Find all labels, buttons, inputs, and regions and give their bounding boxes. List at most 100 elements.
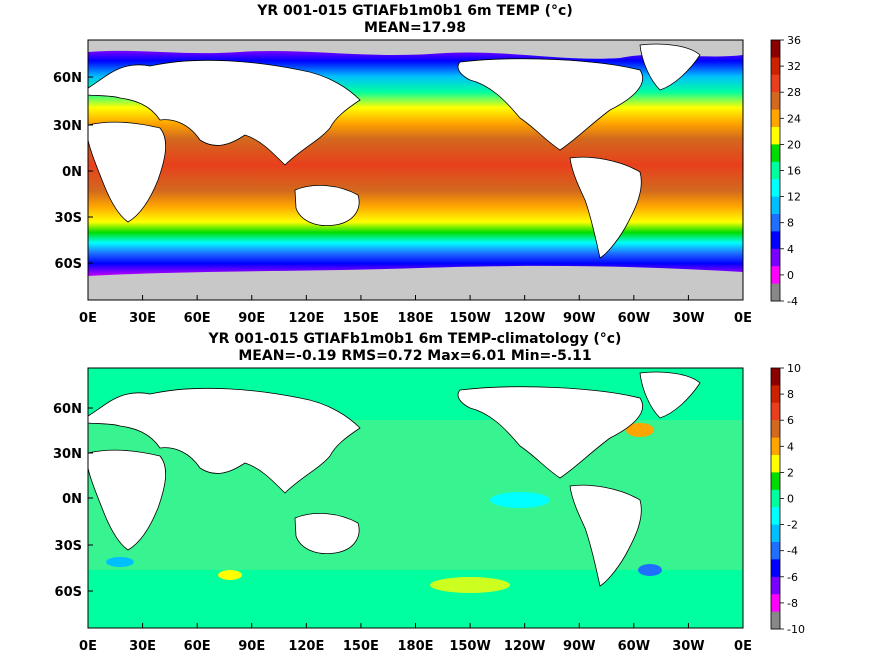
panel2-y-tick-label: 60S (55, 585, 82, 600)
panel1-colorbar-tick-label: -4 (787, 295, 798, 308)
panel1-colorbar-swatch (771, 231, 780, 250)
panel1-colorbar-tick-label: 8 (787, 217, 794, 230)
panel2-y-tick-label: 30S (55, 539, 82, 554)
panel2-anomaly-cold1 (638, 564, 662, 576)
panel2-x-tick-label: 120W (504, 639, 545, 654)
panel1-x-tick-label: 60W (618, 311, 650, 326)
panel2-colorbar-tick-label: -10 (787, 623, 805, 636)
panel2-anomaly-cold2 (106, 557, 134, 567)
panel2-y-tick-label: 0N (62, 492, 82, 507)
panel2-land-namerica (457, 386, 643, 479)
panel1-subtitle: MEAN=17.98 (363, 20, 467, 36)
panel1-colorbar-tick-label: 28 (787, 86, 801, 99)
panel2-colorbar-swatch (771, 420, 780, 439)
panel1-colorbar-swatch (771, 214, 780, 232)
panel1-colorbar-tick-label: 12 (787, 191, 801, 204)
panel2-x-tick-label: 150E (343, 639, 379, 654)
panel1-colorbar-swatch (771, 266, 780, 285)
panel1-colorbar-swatch (771, 92, 780, 111)
panel2-x-tick-label: 90E (238, 639, 265, 654)
panel2-x-tick-label: 30E (129, 639, 156, 654)
panel1-colorbar-swatch (771, 74, 780, 93)
panel2-colorbar-tick-label: 10 (787, 362, 801, 375)
panel1-x-tick-label: 180E (397, 311, 433, 326)
panel2-colorbar-swatch (771, 576, 780, 595)
panel1-land-namerica (457, 58, 643, 151)
panel1-x-tick-label: 30W (672, 311, 704, 326)
panel1-land-australia (294, 185, 360, 227)
panel1-x-tick-label: 120E (288, 311, 324, 326)
panel2-colorbar-swatch (771, 472, 780, 491)
panel1-colorbar-swatch (771, 109, 780, 128)
panel2-x-tick-label: 120E (288, 639, 324, 654)
panel1-colorbar-swatch (771, 161, 780, 180)
panel1-colorbar-swatch (771, 248, 780, 267)
panel1-colorbar-tick-label: 32 (787, 60, 801, 73)
panel1-colorbar-swatch (771, 144, 780, 163)
panel2-colorbar-tick-label: -6 (787, 571, 798, 584)
panel1-colorbar-tick-label: 36 (787, 34, 801, 47)
panel2-x-tick-label: 180E (397, 639, 433, 654)
panel1-land-africa (87, 121, 167, 223)
panel2-colorbar-tick-label: 8 (787, 388, 794, 401)
panel2-map (87, 367, 744, 629)
panel2-colorbar-tick-label: 0 (787, 493, 794, 506)
panel1-colorbar-tick-label: 16 (787, 165, 801, 178)
panel2-colorbar-swatch (771, 559, 780, 578)
panel2-anomaly-cold3 (490, 492, 550, 508)
panel2-colorbar-swatch (771, 542, 780, 560)
panel2-x-tick-label: 60E (184, 639, 211, 654)
panel2-colorbar-swatch (771, 524, 780, 543)
panel1-map (87, 39, 744, 301)
panel2-x-tick-label: 30W (672, 639, 704, 654)
panel2-land-eurasia (87, 387, 361, 494)
panel2-x-tick-label: 90W (563, 639, 595, 654)
panel2-x-tick-label: 0E (79, 639, 97, 654)
panel2-y-tick-label: 60N (53, 402, 82, 417)
panel2-land-greenland (639, 371, 701, 419)
panel1-x-tick-label: 30E (129, 311, 156, 326)
panel1-y-tick-label: 30N (53, 119, 82, 134)
panel1-colorbar-swatch (771, 179, 780, 198)
panel2-x-tick-label: 0E (734, 639, 752, 654)
panel2-colorbar-tick-label: -4 (787, 545, 798, 558)
panel2-colorbar-tick-label: -8 (787, 597, 798, 610)
panel2-colorbar-tick-label: 6 (787, 414, 794, 427)
panel1-x-tick-label: 150W (449, 311, 490, 326)
panel2-anomaly-warm2 (218, 570, 242, 580)
panel1-colorbar-swatch (771, 196, 780, 215)
panel2-anomaly-warm3 (626, 423, 654, 437)
panel2-land-samerica (569, 484, 642, 587)
panel1-title: YR 001-015 GTIAFb1m0b1 6m TEMP (°c) (257, 3, 573, 19)
panel1-land-samerica (569, 156, 642, 259)
panel1-x-tick-label: 120W (504, 311, 545, 326)
panel1-colorbar-swatch (771, 40, 780, 58)
panel1-land-greenland (639, 43, 701, 91)
panel2-colorbar-tick-label: -2 (787, 519, 798, 532)
panel2-colorbar-swatch (771, 507, 780, 526)
panel1-x-tick-label: 0E (79, 311, 97, 326)
panel2-colorbar-swatch (771, 611, 780, 630)
panel1-colorbar-tick-label: 0 (787, 269, 794, 282)
panel1-colorbar-tick-label: 24 (787, 112, 801, 125)
panel2-colorbar-tick-label: 2 (787, 466, 794, 479)
panel1-antarctic-ice (88, 265, 743, 300)
panel2-land-africa (87, 449, 167, 551)
panel1-x-tick-label: 60E (184, 311, 211, 326)
panel2-colorbar-swatch (771, 455, 780, 473)
panel2-y-tick-label: 30N (53, 447, 82, 462)
panel1-y-tick-label: 0N (62, 165, 82, 180)
panel1-y-tick-label: 60N (53, 71, 82, 86)
panel1-x-tick-label: 150E (343, 311, 379, 326)
panel1-colorbar-swatch (771, 283, 780, 302)
panel2-colorbar-swatch (771, 368, 780, 386)
panel1-arctic-ice (88, 40, 743, 59)
panel2-colorbar-swatch (771, 402, 780, 421)
panel1-colorbar-swatch (771, 127, 780, 145)
panel2-land-australia (294, 513, 360, 555)
panel1-y-tick-label: 30S (55, 211, 82, 226)
panel1-colorbar-tick-label: 20 (787, 138, 801, 151)
panel2-colorbar-swatch (771, 489, 780, 508)
panel2-x-tick-label: 60W (618, 639, 650, 654)
